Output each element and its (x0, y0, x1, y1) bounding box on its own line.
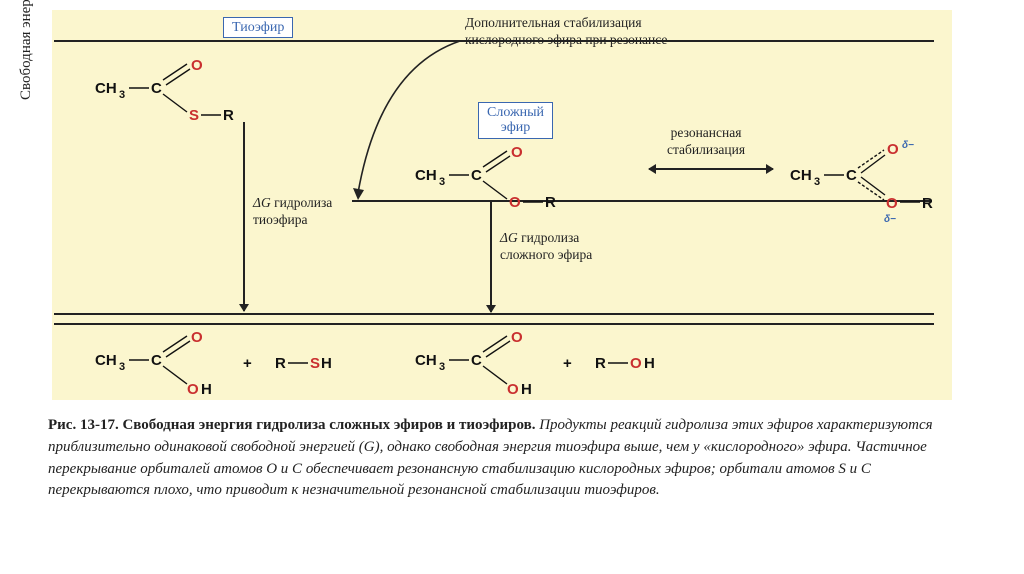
svg-text:H: H (201, 381, 212, 398)
extra-stabilization-text: Дополнительная стабилизация кислородного… (465, 15, 667, 49)
level-products-2 (54, 323, 934, 325)
thioester-label: Тиоэфир (223, 17, 293, 38)
svg-text:H: H (321, 355, 332, 372)
y-axis-text: Свободная энергия, G (18, 0, 34, 100)
svg-text:O: O (886, 195, 898, 212)
chem-ester-resonance: CH3 C O δ− O δ− R (790, 140, 960, 235)
dg-ester-text: ΔG гидролиза сложного эфира (500, 230, 592, 264)
svg-text:R: R (223, 107, 234, 124)
svg-text:+: + (243, 355, 252, 372)
svg-text:O: O (507, 381, 519, 398)
svg-text:3: 3 (439, 361, 445, 373)
arrow-resonance (649, 168, 773, 170)
svg-text:O: O (511, 330, 523, 346)
svg-text:3: 3 (119, 89, 125, 101)
chem-thioester: CH3 C O S R (95, 58, 255, 148)
svg-text:CH: CH (415, 352, 437, 369)
svg-text:C: C (846, 167, 857, 184)
svg-text:O: O (191, 58, 203, 74)
svg-text:C: C (471, 352, 482, 369)
thioester-label-text: Тиоэфир (232, 20, 284, 35)
svg-text:R: R (275, 355, 286, 372)
svg-text:S: S (310, 355, 320, 372)
svg-text:3: 3 (814, 176, 820, 188)
svg-text:S: S (189, 107, 199, 124)
dg-ester-line1-rest: гидролиза (521, 230, 579, 245)
svg-text:C: C (471, 167, 482, 184)
svg-text:O: O (509, 194, 521, 211)
svg-text:CH: CH (95, 352, 117, 369)
svg-text:+: + (563, 355, 572, 372)
svg-text:O: O (887, 141, 899, 158)
dg-thioester-text: ΔG гидролиза тиоэфира (253, 195, 332, 229)
svg-text:CH: CH (95, 80, 117, 97)
arrow-thioester-hydrolysis (243, 122, 245, 311)
y-axis-label: Свободная энергия, G (18, 0, 35, 100)
chem-product-thio: CH3 C O OH + R SH (95, 330, 415, 410)
extra-stab-line2: кислородного эфира при резонансе (465, 32, 667, 47)
figure-caption: Рис. 13-17. Свободная энергия гидролиза … (48, 415, 948, 502)
svg-text:δ−: δ− (902, 140, 914, 151)
extra-stab-line1: Дополнительная стабилизация (465, 15, 642, 30)
chem-product-ester: CH3 C O OH + R OH (415, 330, 745, 410)
svg-text:O: O (187, 381, 199, 398)
svg-text:O: O (511, 145, 523, 161)
ester-label: Сложный эфир (478, 102, 553, 139)
figure-number: Рис. 13-17. (48, 417, 119, 433)
resonance-stab-text: резонансная стабилизация (667, 125, 745, 159)
dg-thio-line1-rest: гидролиза (274, 195, 332, 210)
resonance-line2: стабилизация (667, 142, 745, 157)
page: Свободная энергия, G Тиоэфир Сложный эфи… (0, 0, 1024, 574)
svg-text:H: H (644, 355, 655, 372)
svg-text:C: C (151, 352, 162, 369)
dg-ester-line2: сложного эфира (500, 247, 592, 262)
figure-title: Свободная энергия гидролиза сложных эфир… (122, 417, 535, 433)
chem-ester: CH3 C O O R (415, 145, 585, 230)
svg-text:δ−: δ− (884, 214, 896, 225)
svg-text:R: R (922, 195, 933, 212)
level-products-1 (54, 313, 934, 315)
resonance-line1: резонансная (671, 125, 742, 140)
svg-text:CH: CH (790, 167, 812, 184)
svg-text:R: R (595, 355, 606, 372)
svg-text:3: 3 (119, 361, 125, 373)
ester-label-line2: эфир (501, 120, 531, 135)
svg-text:O: O (191, 330, 203, 346)
svg-text:3: 3 (439, 176, 445, 188)
svg-text:C: C (151, 80, 162, 97)
svg-text:O: O (630, 355, 642, 372)
svg-text:H: H (521, 381, 532, 398)
ester-label-line1: Сложный (487, 105, 544, 120)
svg-text:R: R (545, 194, 556, 211)
svg-text:CH: CH (415, 167, 437, 184)
dg-thio-line2: тиоэфира (253, 212, 307, 227)
